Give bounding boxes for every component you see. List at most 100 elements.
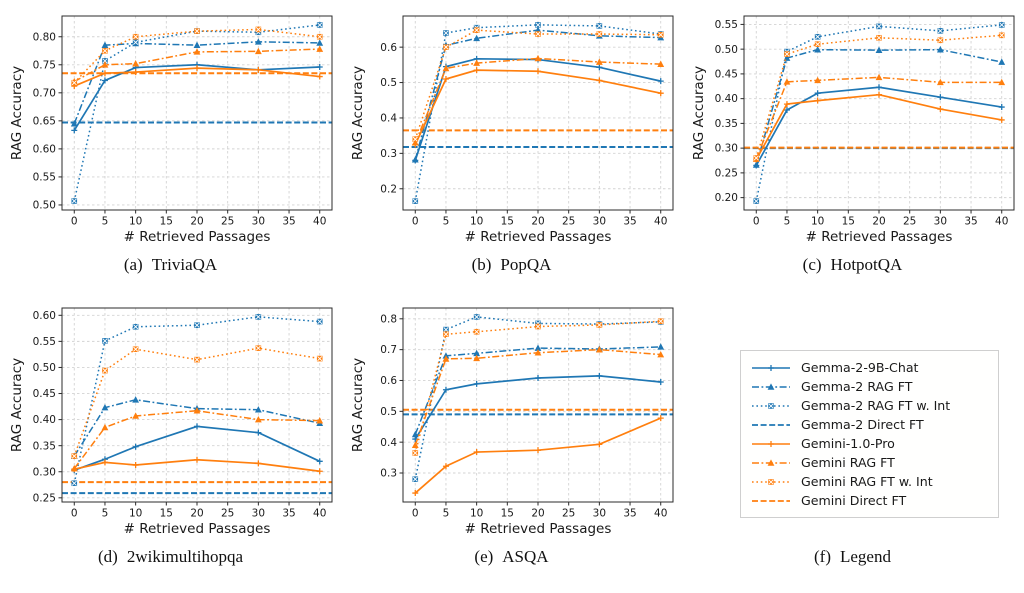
series-marker-gemini-1-0-pro — [657, 90, 664, 97]
legend-item-gemini-direct-ft: Gemini Direct FT — [750, 491, 988, 510]
y-tick-label: 0.25 — [714, 167, 737, 179]
series-marker-gemma-2-rag-ft-w-int — [316, 22, 323, 28]
series-marker-gemini-rag-ft-w-int — [316, 33, 323, 40]
legend-label: Gemini RAG FT w. Int — [801, 474, 933, 489]
series-marker-gemini-1-0-pro — [132, 461, 139, 468]
series-marker-gemma-2-rag-ft — [254, 406, 262, 413]
y-tick-label: 0.6 — [380, 375, 397, 387]
series-marker-gemma-2-9b-chat — [783, 107, 790, 114]
series-marker-gemini-1-0-pro — [442, 463, 449, 470]
legend-item-gemma-2-direct-ft: Gemma-2 Direct FT — [750, 415, 988, 434]
series-marker-gemini-rag-ft-w-int — [193, 28, 200, 34]
x-tick-label: 35 — [623, 508, 636, 520]
legend-label: Gemma-2 RAG FT — [801, 379, 913, 394]
series-marker-gemma-2-rag-ft-w-int — [193, 322, 200, 329]
series-marker-gemma-2-rag-ft-w-int — [875, 23, 882, 30]
x-axis-label: # Retrieved Passages — [123, 229, 270, 245]
series-marker-gemma-2-rag-ft-w-int — [534, 22, 541, 28]
x-tick-label: 35 — [623, 216, 636, 228]
series-marker-gemini-rag-ft-w-int — [998, 32, 1005, 39]
series-marker-gemini-rag-ft-w-int — [534, 31, 541, 37]
series-marker-gemini-1-0-pro — [936, 106, 943, 113]
legend-label: Gemini Direct FT — [801, 493, 907, 508]
y-tick-label: 0.50 — [32, 362, 55, 374]
x-tick-label: 5 — [101, 508, 108, 520]
series-line-gemma-2-rag-ft-w-int — [414, 24, 661, 202]
legend-sample-gemma-2-rag-ft-w-int — [752, 402, 790, 409]
series-marker-gemini-1-0-pro — [783, 101, 790, 108]
y-tick-label: 0.7 — [380, 344, 397, 356]
y-tick-label: 0.4 — [380, 113, 397, 125]
series-line-gemma-2-rag-ft — [73, 41, 320, 124]
series-marker-gemini-rag-ft-w-int — [752, 155, 759, 161]
series-marker-gemini-rag-ft — [783, 78, 790, 85]
series-marker-gemini-1-0-pro — [101, 459, 108, 466]
x-tick-label: 30 — [592, 216, 605, 228]
series-marker-gemini-1-0-pro — [132, 69, 139, 76]
series-line-gemma-2-rag-ft — [414, 29, 661, 160]
series-marker-gemini-rag-ft-w-int — [657, 318, 664, 325]
series-marker-gemma-2-rag-ft — [875, 46, 882, 53]
y-tick-label: 0.65 — [32, 115, 55, 127]
series-marker-gemini-1-0-pro — [193, 456, 200, 463]
series-marker-gemini-1-0-pro — [193, 65, 200, 72]
series-marker-gemma-2-rag-ft — [472, 349, 480, 357]
series-line-gemini-rag-ft-w-int — [73, 28, 320, 84]
series-marker-gemini-rag-ft — [131, 60, 139, 67]
series-marker-gemma-2-rag-ft-w-int — [752, 198, 759, 204]
x-tick-label: 10 — [469, 216, 482, 228]
series-marker-gemma-2-9b-chat — [534, 375, 541, 382]
series-marker-gemini-rag-ft — [472, 59, 480, 66]
x-tick-label: 20 — [190, 216, 203, 228]
x-tick-label: 40 — [654, 216, 667, 228]
y-tick-label: 0.60 — [32, 310, 55, 322]
series-marker-gemini-rag-ft-w-int — [442, 44, 449, 50]
caption-label: (b) — [471, 255, 492, 274]
series-marker-gemini-1-0-pro — [316, 468, 323, 475]
series-marker-gemini-rag-ft-w-int — [534, 323, 541, 330]
y-tick-label: 0.30 — [714, 143, 737, 155]
caption-triviaqa: (a) TriviaQA — [0, 255, 341, 275]
series-marker-gemma-2-rag-ft — [472, 34, 480, 42]
series-marker-gemma-2-rag-ft — [656, 343, 664, 350]
series-marker-gemini-rag-ft-w-int — [875, 34, 882, 41]
caption-title: ASQA — [502, 547, 549, 566]
y-tick-label: 0.30 — [32, 466, 55, 478]
legend-marker — [767, 458, 775, 466]
chart-triviaqa: 0 5 10 15 20 25 30 35 40 0.50 0.55 0.60 0.65 0.70 0.75… — [9, 15, 332, 245]
caption-label: (e) — [474, 547, 494, 566]
x-tick-label: 25 — [220, 216, 233, 228]
y-tick-label: 0.35 — [32, 440, 55, 452]
caption-hotpotqa: (c) HotpotQA — [682, 255, 1023, 275]
x-tick-label: 15 — [841, 216, 854, 228]
series-marker-gemini-rag-ft — [411, 139, 419, 146]
chart-asqa: 0 5 10 15 20 25 30 35 40 0.3 0.4 0.5 0.6 0.7 0.8 # Retr… — [350, 307, 673, 537]
legend-marker — [768, 440, 774, 447]
series-line-gemini-rag-ft-w-int — [414, 29, 661, 140]
series-marker-gemma-2-rag-ft-w-int — [442, 326, 449, 333]
series-marker-gemini-rag-ft-w-int — [132, 346, 138, 352]
series-marker-gemma-2-rag-ft-w-int — [596, 23, 602, 29]
series-marker-gemini-1-0-pro — [473, 449, 480, 456]
y-tick-label: 0.55 — [32, 172, 55, 184]
series-line-gemini-1-0-pro — [755, 93, 1002, 160]
y-axis-label: RAG Accuracy — [9, 358, 25, 452]
x-tick-label: 40 — [654, 508, 667, 520]
series-marker-gemini-rag-ft — [442, 64, 449, 72]
series-marker-gemma-2-rag-ft — [752, 161, 760, 168]
legend-sample-gemini-1-0-pro — [752, 440, 790, 447]
series-marker-gemma-2-rag-ft-w-int — [101, 338, 108, 344]
series-marker-gemini-rag-ft — [656, 350, 664, 358]
legend-label: Gemma-2 RAG FT w. Int — [801, 398, 951, 413]
y-tick-label: 0.75 — [32, 59, 55, 71]
series-marker-gemini-rag-ft — [254, 47, 262, 55]
series-marker-gemma-2-rag-ft-w-int — [411, 198, 418, 204]
caption-2wikimultihopqa: (d) 2wikimultihopqa — [0, 547, 341, 567]
y-tick-label: 0.35 — [714, 118, 737, 130]
x-tick-label: 25 — [902, 216, 915, 228]
chart-2wikimultihopqa: 0 5 10 15 20 25 30 35 40 0.25 0.30 0.35 0.40 0.45 0.50… — [9, 307, 332, 537]
x-tick-label: 20 — [531, 508, 544, 520]
series-marker-gemini-rag-ft — [813, 76, 821, 84]
series-marker-gemma-2-rag-ft-w-int — [473, 314, 479, 320]
chart-panel-2wikimultihopqa: 0 5 10 15 20 25 30 35 40 0.25 0.30 0.35 0.40 0.45 0.50… — [0, 300, 341, 580]
